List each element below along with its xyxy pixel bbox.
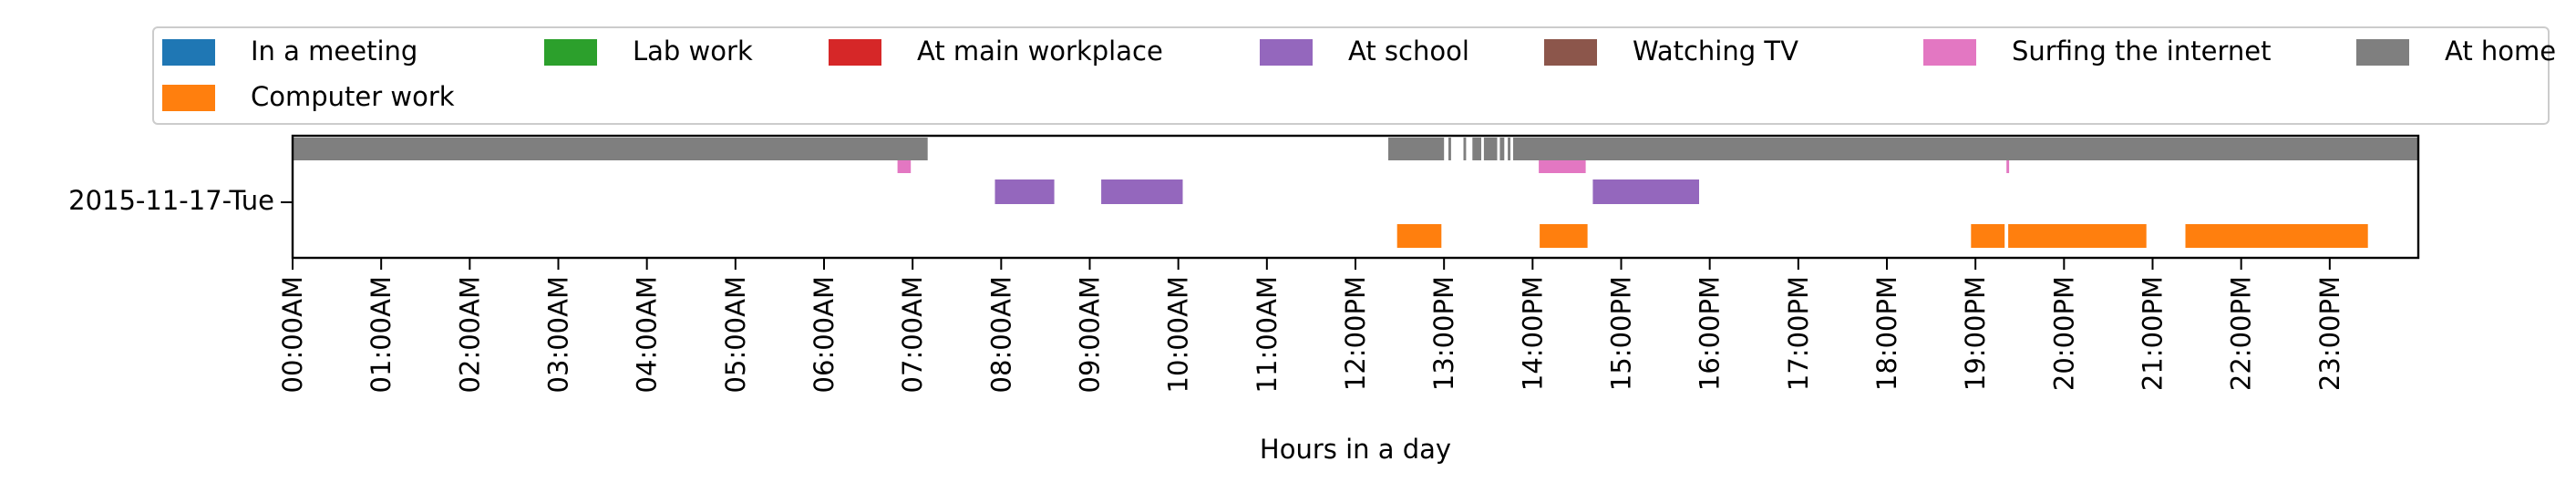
x-tick-label-11: 11:00AM (1252, 276, 1283, 393)
bar-at-home-6 (1499, 138, 1505, 160)
x-tick-label-2: 02:00AM (454, 276, 485, 393)
x-axis-label: Hours in a day (1260, 434, 1451, 465)
x-tick-label-14: 14:00PM (1517, 276, 1548, 391)
y-tick-label: 2015-11-17-Tue (68, 185, 274, 216)
legend-swatch-lab-work (544, 39, 597, 66)
x-tick-label-6: 06:00AM (809, 276, 840, 393)
legend-label-at-school: At school (1348, 36, 1469, 67)
legend-swatch-watching-tv (1544, 39, 1597, 66)
bar-at-school-1 (1101, 179, 1183, 204)
legend-label-at-home: At home (2445, 36, 2556, 67)
x-tick-label-23: 23:00PM (2314, 276, 2345, 391)
x-tick-label-4: 04:00AM (632, 276, 663, 393)
legend-label-lab-work: Lab work (633, 36, 753, 67)
bar-computer-work-3 (2008, 224, 2147, 248)
x-tick-label-17: 17:00PM (1783, 276, 1814, 391)
bar-computer-work-1 (1540, 224, 1588, 248)
x-tick-label-10: 10:00AM (1163, 276, 1194, 393)
y-tick: 2015-11-17-Tue (68, 185, 293, 216)
legend-swatch-surfing-the-internet (1923, 39, 1976, 66)
legend-swatch-at-home (2356, 39, 2409, 66)
legend-label-computer-work: Computer work (251, 81, 455, 112)
x-tick-label-16: 16:00PM (1695, 276, 1726, 391)
legend-swatch-in-a-meeting (162, 39, 215, 66)
bar-at-home-0 (293, 138, 928, 160)
x-tick-label-21: 21:00PM (2138, 276, 2169, 391)
legend-label-at-main-workplace: At main workplace (917, 36, 1163, 67)
legend-swatch-at-school (1260, 39, 1313, 66)
bar-at-home-4 (1472, 138, 1481, 160)
bar-computer-work-2 (1971, 224, 2005, 248)
x-tick-label-9: 09:00AM (1075, 276, 1106, 393)
x-tick-label-19: 19:00PM (1960, 276, 1991, 391)
bar-surfing-the-internet-1 (1539, 160, 1586, 173)
bar-at-school-0 (994, 179, 1055, 204)
legend-label-in-a-meeting: In a meeting (251, 36, 417, 67)
x-tick-label-8: 08:00AM (985, 276, 1016, 393)
x-ticks: 00:00AM 01:00AM 02:00AM 03:00AM 04:00AM 05:00… (277, 258, 2345, 393)
x-tick-label-18: 18:00PM (1871, 276, 1902, 391)
bar-surfing-the-internet-2 (2006, 160, 2010, 173)
legend-swatch-computer-work (162, 85, 215, 111)
x-tick-label-3: 03:00AM (543, 276, 574, 393)
x-tick-label-5: 05:00AM (720, 276, 751, 393)
bar-computer-work-4 (2185, 224, 2368, 248)
x-tick-label-22: 22:00PM (2226, 276, 2257, 391)
bar-at-home-2 (1448, 138, 1451, 160)
legend-label-surfing-the-internet: Surfing the internet (2012, 36, 2271, 67)
bar-at-school-2 (1592, 179, 1699, 204)
bar-at-home-1 (1388, 138, 1445, 160)
bar-at-home-3 (1463, 138, 1467, 160)
x-tick-label-7: 07:00AM (897, 276, 928, 393)
legend: In a meeting Lab work At main workplace At … (152, 26, 2556, 125)
x-tick-label-1: 01:00AM (366, 276, 397, 393)
bar-at-home-7 (1508, 138, 1510, 160)
x-tick-label-12: 12:00PM (1340, 276, 1371, 391)
x-tick-label-20: 20:00PM (2048, 276, 2079, 391)
x-tick-label-13: 13:00PM (1428, 276, 1459, 391)
legend-label-watching-tv: Watching TV (1633, 36, 1798, 67)
x-tick-label-0: 00:00AM (277, 276, 308, 393)
bars-layer (293, 138, 2418, 248)
legend-swatch-at-main-workplace (829, 39, 881, 66)
bar-computer-work-0 (1396, 224, 1442, 248)
bar-at-home-5 (1483, 138, 1498, 160)
bar-surfing-the-internet-0 (897, 160, 912, 173)
x-tick-label-15: 15:00PM (1606, 276, 1637, 391)
bar-at-home-8 (1513, 138, 2418, 160)
